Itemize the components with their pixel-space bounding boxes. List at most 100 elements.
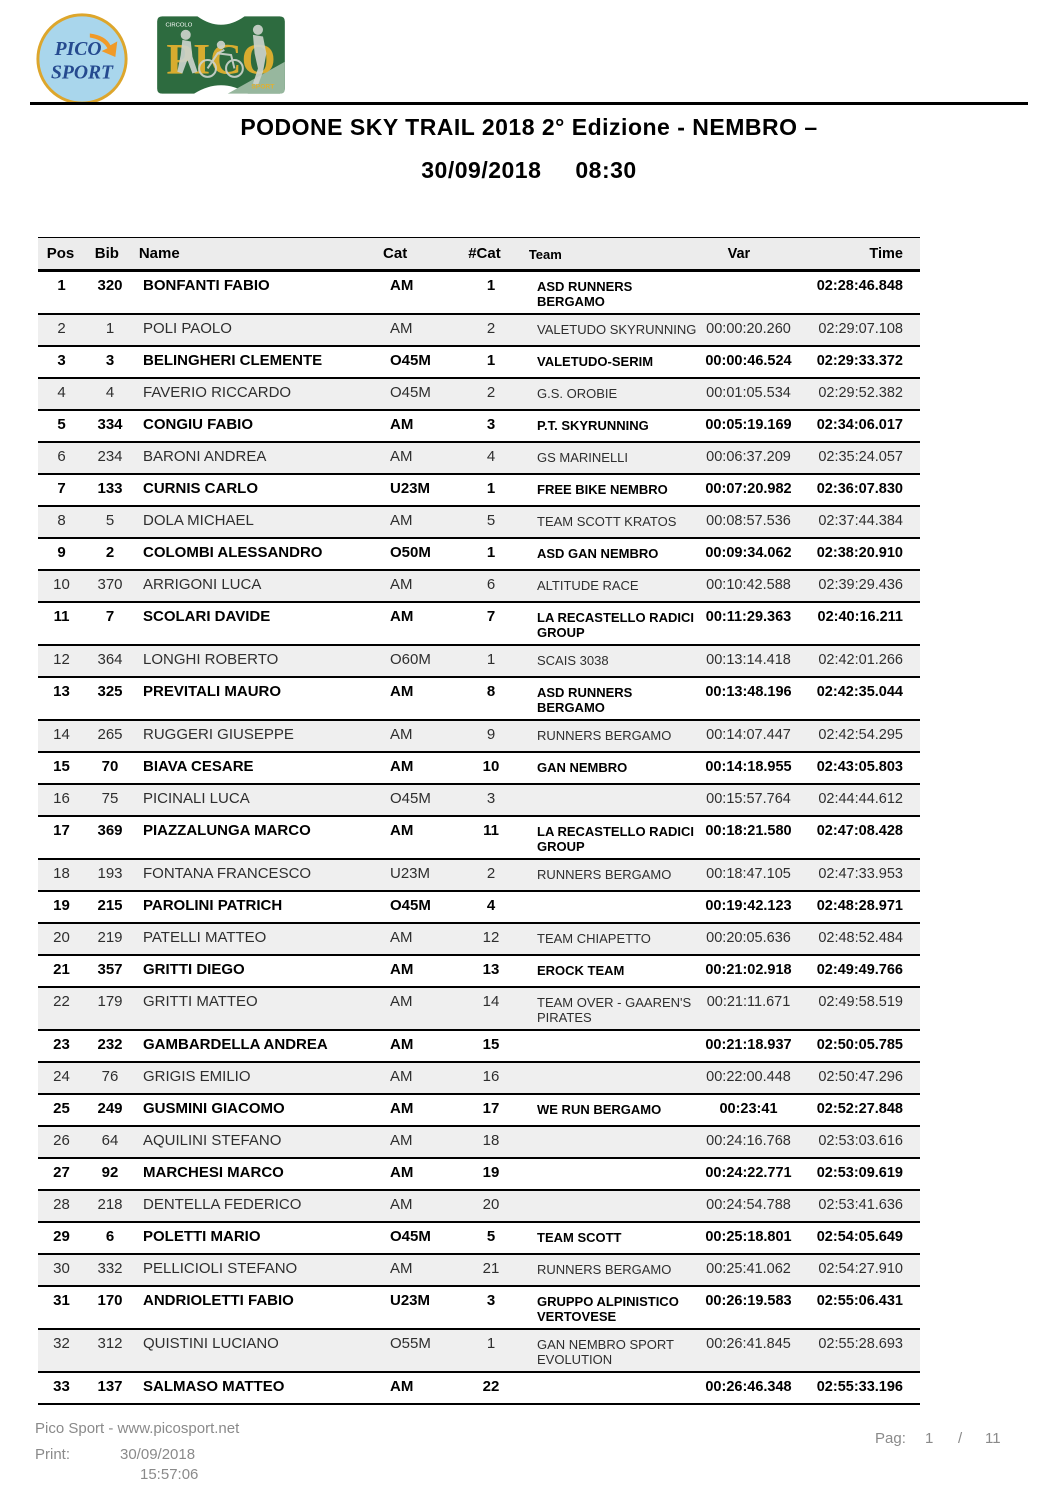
cell-pos: 16 — [53, 790, 70, 807]
cell-cat: O60M — [390, 651, 431, 668]
cell-ncat: 17 — [482, 1100, 500, 1117]
cell-time: 02:48:28.971 — [816, 898, 903, 914]
cell-time: 02:28:46.848 — [816, 278, 903, 294]
cell-ncat: 13 — [482, 961, 500, 978]
cell-bib: 320 — [97, 277, 123, 294]
cell-time: 02:42:35.044 — [816, 684, 903, 700]
logo-arrow-icon — [89, 33, 118, 58]
cell-name: PELLICIOLI STEFANO — [143, 1260, 298, 1277]
cell-ncat: 3 — [486, 790, 496, 807]
cell-pos: 7 — [57, 480, 66, 497]
cell-pos: 13 — [53, 683, 70, 700]
cell-team — [529, 1068, 701, 1089]
cell-time: 02:36:07.830 — [816, 481, 903, 497]
table-row: 22 179 GRITTI MATTEO AM 14 TEAM OVER - GAAREN… — [38, 986, 920, 1029]
column-header-team: Team — [528, 247, 562, 262]
cell-time: 02:50:47.296 — [818, 1069, 903, 1085]
cyclist-icon — [198, 40, 244, 78]
cell-name: MARCHESI MARCO — [143, 1164, 284, 1181]
cell-bib: 249 — [97, 1100, 123, 1117]
cell-bib: 133 — [97, 480, 123, 497]
table-row: 5 334 CONGIU FABIO AM 3 P.T. SKYRUNNING 00:05:… — [38, 409, 920, 441]
cell-bib: 1 — [105, 320, 115, 337]
cell-cat: U23M — [390, 480, 431, 497]
cell-pos: 3 — [57, 352, 66, 369]
table-row: 8 5 DOLA MICHAEL AM 5 TEAM SCOTT KRATOS 00:08:… — [38, 505, 920, 537]
table-row: 15 70 BIAVA CESARE AM 10 GAN NEMBRO 00:14:18.9… — [38, 751, 920, 783]
table-row: 24 76 GRIGIS EMILIO AM 16 00:22:00.448 02:50:4… — [38, 1061, 920, 1093]
cell-ncat: 1 — [486, 1335, 496, 1352]
cell-var: 00:09:34.062 — [705, 545, 792, 561]
cell-cat: AM — [390, 726, 413, 743]
cell-team: TEAM OVER - GAAREN'S PIRATES — [537, 995, 692, 1025]
footer-page-current: 1 — [925, 1430, 934, 1447]
cell-pos: 23 — [53, 1036, 70, 1053]
cell-cat: AM — [390, 512, 413, 529]
cell-ncat: 19 — [482, 1164, 500, 1181]
cell-name: GRITTI MATTEO — [143, 993, 258, 1010]
cell-var: 00:14:18.955 — [705, 759, 792, 775]
cell-team: RUNNERS BERGAMO — [537, 728, 672, 743]
cell-var: 00:14:07.447 — [706, 727, 791, 743]
cell-time: 02:38:20.910 — [816, 545, 903, 561]
cell-bib: 369 — [97, 822, 123, 839]
cell-time: 02:29:07.108 — [818, 321, 903, 337]
cell-ncat: 1 — [486, 352, 496, 369]
cell-team — [529, 1132, 701, 1153]
cell-bib: 7 — [105, 608, 115, 625]
cell-time: 02:55:33.196 — [816, 1379, 903, 1395]
cell-time: 02:50:05.785 — [816, 1037, 903, 1053]
cell-name: BELINGHERI CLEMENTE — [143, 352, 323, 369]
cell-cat: AM — [390, 1100, 414, 1117]
cell-cat: O45M — [390, 352, 431, 369]
cell-time: 02:49:49.766 — [816, 962, 903, 978]
cell-name: BIAVA CESARE — [143, 758, 254, 775]
cell-name: LONGHI ROBERTO — [143, 651, 279, 668]
cell-time: 02:53:03.616 — [818, 1133, 903, 1149]
cell-cat: U23M — [390, 1292, 431, 1309]
cell-time: 02:53:09.619 — [816, 1165, 903, 1181]
cell-ncat: 16 — [482, 1068, 500, 1085]
cell-var: 00:26:19.583 — [705, 1293, 792, 1309]
cell-bib: 6 — [105, 1228, 115, 1245]
cell-team — [529, 1378, 701, 1399]
cell-ncat: 3 — [486, 1292, 496, 1309]
cell-time: 02:35:24.057 — [818, 449, 903, 465]
cell-pos: 10 — [53, 576, 70, 593]
cell-pos: 8 — [57, 512, 66, 529]
cell-cat: AM — [390, 1378, 414, 1395]
footer-page-total: 11 — [985, 1430, 1001, 1447]
cell-team — [529, 1196, 701, 1217]
cell-var: 00:06:37.209 — [706, 449, 791, 465]
cell-time: 02:55:06.431 — [816, 1293, 903, 1309]
cell-team: WE RUN BERGAMO — [537, 1102, 662, 1117]
cell-cat: AM — [390, 1036, 414, 1053]
footer-company: Pico Sport - www.picosport.net — [35, 1420, 240, 1437]
cell-time: 02:48:52.484 — [818, 930, 903, 946]
footer-print-label: Print: — [35, 1446, 71, 1463]
cell-pos: 12 — [53, 651, 70, 668]
cell-name: POLETTI MARIO — [143, 1228, 261, 1245]
table-row: 29 6 POLETTI MARIO O45M 5 TEAM SCOTT 00:25:18.… — [38, 1221, 920, 1253]
cell-ncat: 1 — [486, 480, 496, 497]
cell-cat: AM — [390, 576, 413, 593]
cell-ncat: 1 — [486, 651, 496, 668]
cell-name: AQUILINI STEFANO — [143, 1132, 282, 1149]
cell-team: EROCK TEAM — [537, 963, 625, 978]
table-row: 27 92 MARCHESI MARCO AM 19 00:24:22.771 02:53:… — [38, 1157, 920, 1189]
cell-name: PIAZZALUNGA MARCO — [143, 822, 311, 839]
column-header-ncat: #Cat — [468, 245, 501, 262]
cell-pos: 11 — [53, 608, 70, 625]
column-header-var: Var — [727, 245, 751, 262]
cell-cat: AM — [390, 929, 413, 946]
cell-pos: 21 — [53, 961, 70, 978]
cell-time: 02:40:16.211 — [817, 609, 903, 625]
cell-var: 00:00:20.260 — [706, 321, 791, 337]
cell-var — [701, 277, 796, 309]
cell-time: 02:54:27.910 — [818, 1261, 903, 1277]
table-row: 30 332 PELLICIOLI STEFANO AM 21 RUNNERS BERGA… — [38, 1253, 920, 1285]
footer-page-label: Pag: — [875, 1430, 906, 1447]
cell-bib: 92 — [101, 1164, 119, 1181]
cell-time: 02:52:27.848 — [816, 1101, 903, 1117]
cell-var: 00:21:02.918 — [705, 962, 792, 978]
